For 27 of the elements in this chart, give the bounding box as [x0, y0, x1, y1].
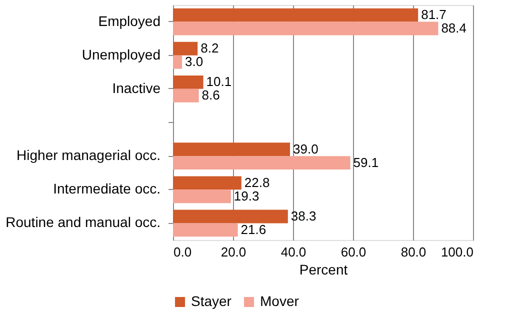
- data-label: 3.0: [185, 54, 204, 70]
- data-label: 10.1: [206, 74, 232, 90]
- data-label: 8.6: [202, 88, 220, 103]
- data-label: 8.2: [200, 40, 219, 56]
- data-label: 39.0: [293, 141, 318, 156]
- x-tick-label: 60.0: [340, 244, 366, 260]
- x-tick-label: 100.0: [440, 244, 474, 260]
- data-label: 81.7: [421, 7, 446, 22]
- y-tick-label: Unemployed: [82, 46, 160, 62]
- y-tick-label: Routine and manual occ.: [6, 214, 160, 230]
- legend-label: Mover: [260, 293, 300, 309]
- data-label: 59.1: [353, 154, 379, 170]
- x-tick-label: 0.0: [174, 244, 192, 260]
- x-tick-label: 80.0: [400, 244, 426, 260]
- legend-label: Stayer: [191, 293, 232, 309]
- data-label: 21.6: [240, 222, 266, 237]
- x-tick-label: 40.0: [280, 244, 306, 260]
- data-label: 38.3: [290, 208, 316, 224]
- data-label: 22.8: [244, 174, 270, 190]
- y-tick-label: Intermediate occ.: [53, 180, 160, 197]
- x-tick-label: 20.0: [220, 244, 246, 260]
- y-tick-label: Employed: [98, 12, 160, 29]
- data-label: 19.3: [234, 188, 260, 204]
- y-tick-label: Inactive: [112, 80, 161, 96]
- data-label: 88.4: [441, 20, 467, 36]
- y-tick-label: Higher managerial occ.: [16, 147, 160, 164]
- x-axis-title: Percent: [299, 262, 348, 278]
